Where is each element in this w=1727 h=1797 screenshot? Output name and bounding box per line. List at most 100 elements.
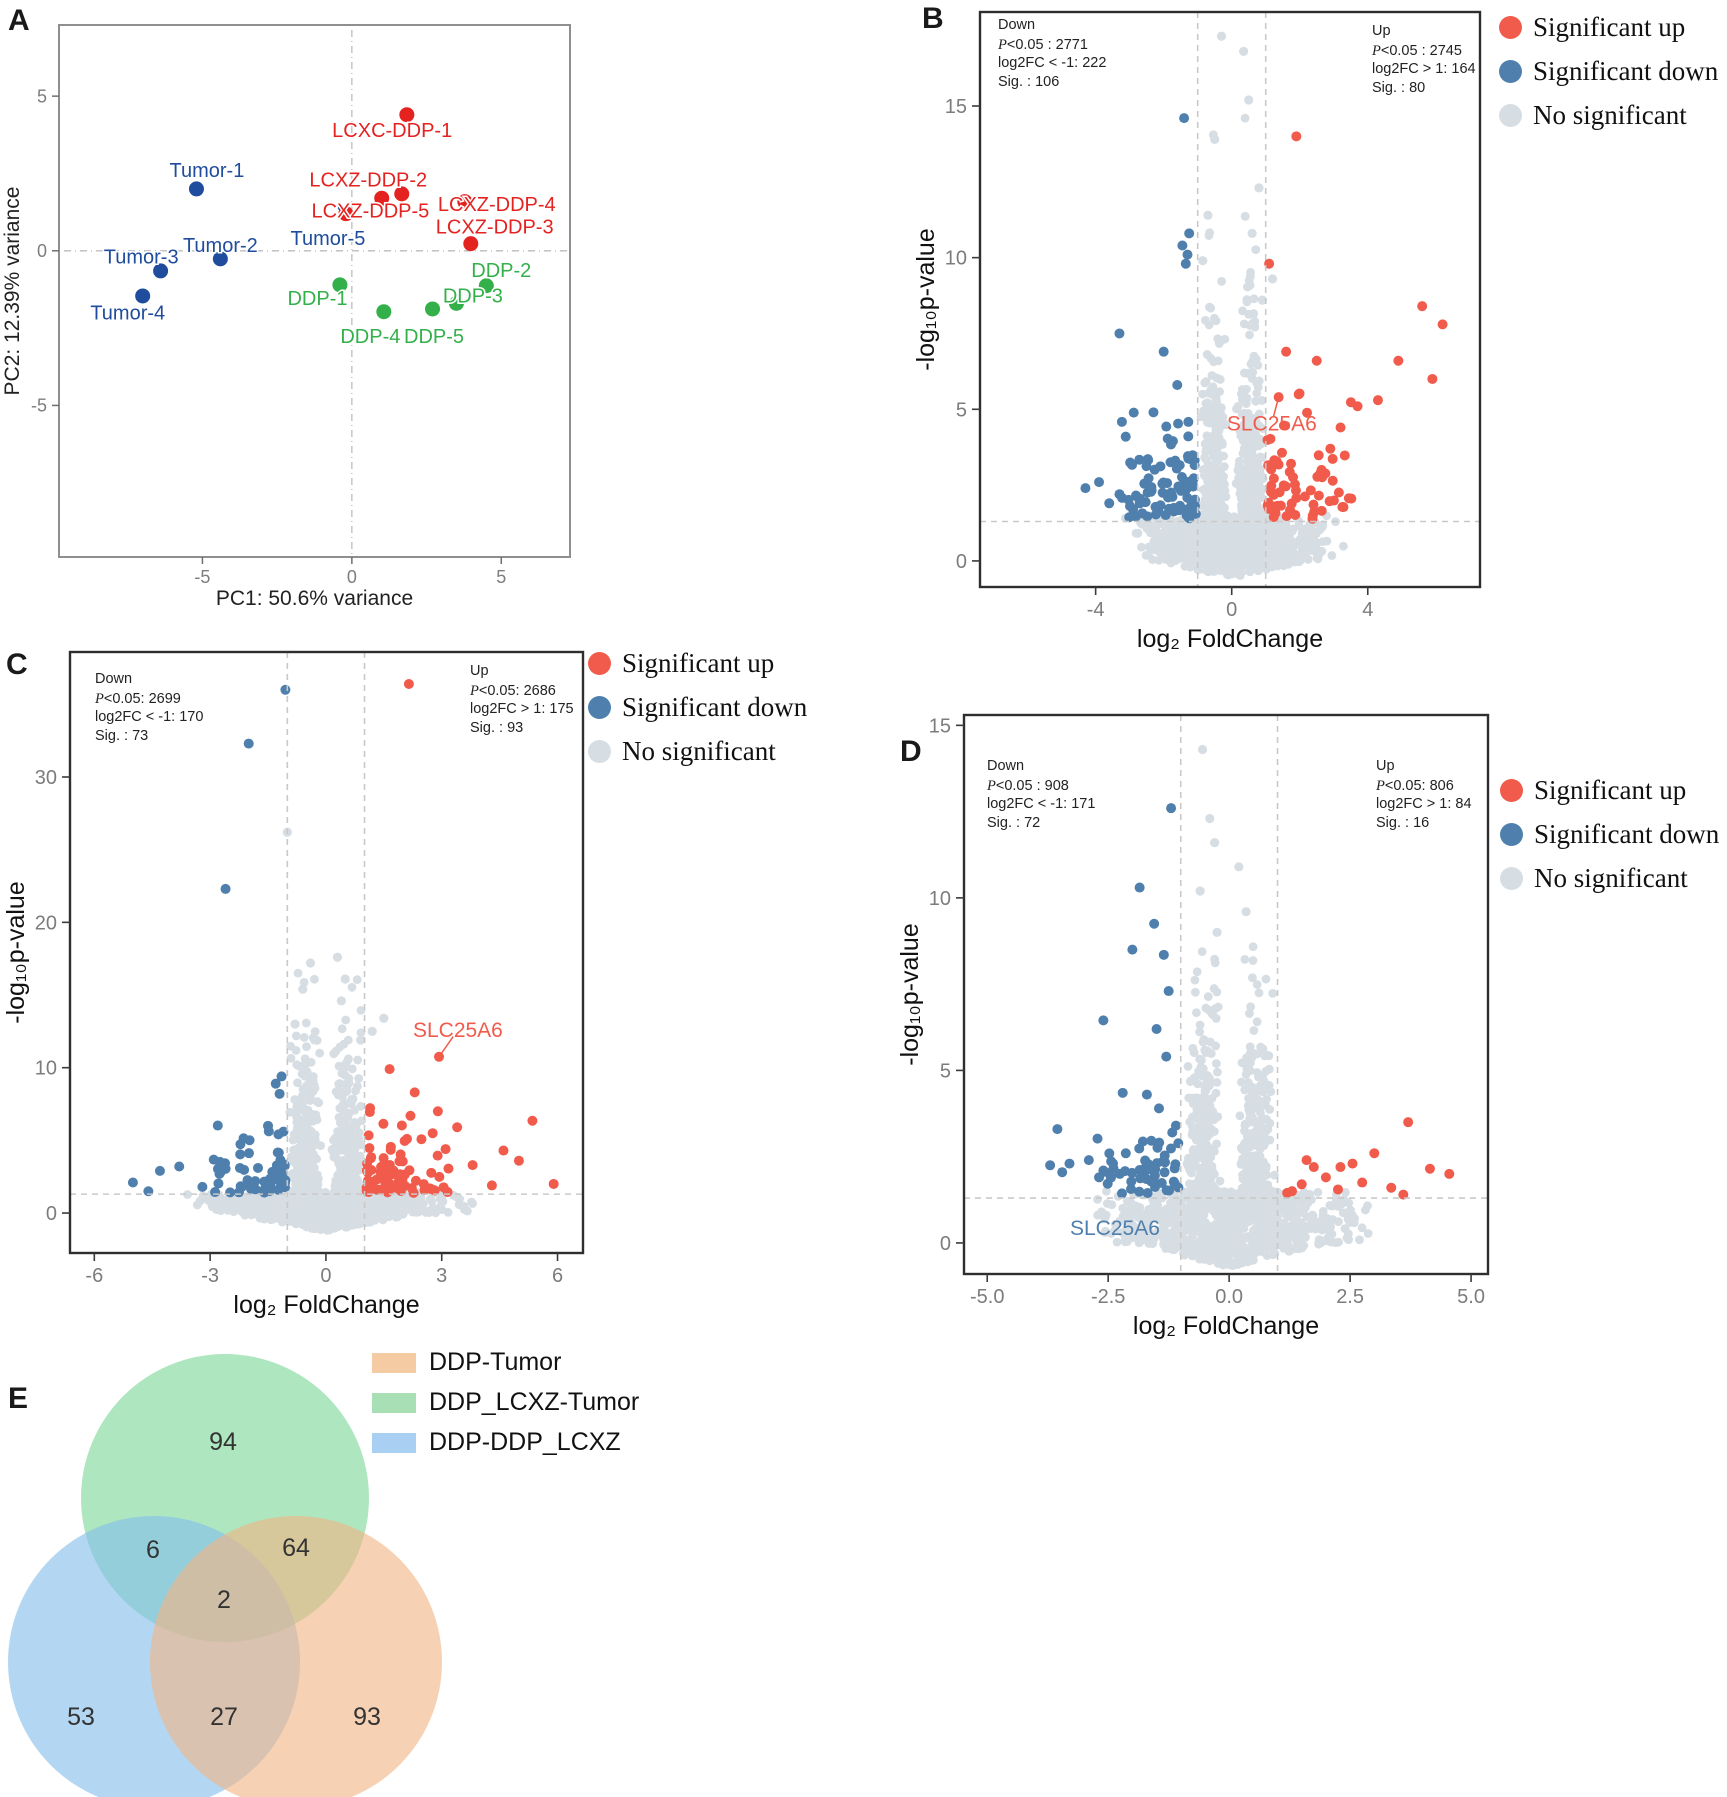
- pca-point-label: LCXZ-DDP-5: [311, 201, 429, 223]
- panel-b: B -4 0 4 0 5 10 15 log₂ FoldChange -log₁₀p-value…: [900, 0, 1727, 690]
- volcano-b-plot: -4 0 4 0 5 10 15 log₂ FoldChange -log₁₀p-value SL…: [912, 10, 1482, 653]
- svg-text:5: 5: [37, 86, 47, 106]
- svg-text:-5: -5: [31, 396, 47, 416]
- down-log2fc: log2FC < -1: 171: [987, 796, 1096, 812]
- svg-text:log₂ FoldChange: log₂ FoldChange: [1137, 625, 1323, 653]
- ddp-tumor-swatch-icon: [372, 1352, 416, 1373]
- significant-down-dot-icon: [1500, 823, 1523, 846]
- significant-down-dot-icon: [1499, 60, 1522, 83]
- svg-text:15: 15: [945, 96, 967, 118]
- panel-c: C -6 -3 0 3 6 0 10 20 30 log₂ FoldChange -log₁₀p-v…: [0, 640, 845, 1340]
- pca-point-label: LCXC-DDP-1: [332, 120, 452, 142]
- svg-text:4: 4: [1362, 599, 1373, 621]
- panel-d-label: D: [900, 735, 922, 768]
- svg-text:-6: -6: [85, 1265, 103, 1287]
- panel-a: A -5 0 5 -5 0 5 PC1: 50.6% variance PC2: 12.39%…: [0, 0, 660, 635]
- volcano-c-down-stats: Down P<0.05: 2699 log2FC < -1: 170 Sig. …: [95, 670, 203, 745]
- down-log2fc: log2FC < -1: 170: [95, 709, 204, 725]
- significant-up-dot-icon: [588, 652, 611, 675]
- legend-item-significant-up: Significant up: [588, 648, 807, 679]
- down-sig: Sig. : 73: [95, 727, 149, 744]
- venn-count: 2: [217, 1586, 231, 1614]
- gene-label-slc25a6: SLC25A6: [1070, 1217, 1160, 1240]
- svg-text:log₂ FoldChange: log₂ FoldChange: [1133, 1312, 1319, 1340]
- pca-point-label: DDP-4: [340, 326, 400, 348]
- up-title: Up: [470, 663, 489, 679]
- significant-down-dot-icon: [588, 696, 611, 719]
- down-pvalue: P<0.05: 2699: [95, 690, 181, 707]
- svg-text:10: 10: [929, 888, 951, 910]
- svg-text:0.0: 0.0: [1215, 1286, 1243, 1308]
- venn-count: 27: [210, 1703, 238, 1731]
- volcano-b-up-stats: Up P<0.05 : 2745 log2FC > 1: 164 Sig. : …: [1372, 22, 1476, 97]
- volcano-points: [127, 678, 559, 1235]
- venn-count: 93: [353, 1703, 381, 1731]
- legend-item-ddp-tumor: DDP-Tumor: [372, 1348, 639, 1377]
- significant-up-dot-icon: [1500, 779, 1523, 802]
- pca-point-label: LCXZ-DDP-2: [309, 170, 427, 192]
- panel-e: E 94 6 64 2 53 27 93 DDP-Tumor DDP_LCXZ-Tumor …: [0, 1280, 780, 1797]
- volcano-d-up-stats: Up P<0.05: 806 log2FC > 1: 84 Sig. : 16: [1376, 757, 1472, 832]
- svg-text:5: 5: [496, 567, 506, 587]
- svg-text:10: 10: [945, 248, 967, 270]
- down-pvalue: P<0.05 : 2771: [998, 36, 1088, 53]
- up-title: Up: [1376, 758, 1395, 774]
- gene-label-slc25a6: SLC25A6: [1227, 412, 1317, 435]
- pca-group-ddp: DDP-1 DDP-2 DDP-3 DDP-4 DDP-5: [286, 258, 533, 349]
- panel-e-label: E: [8, 1382, 29, 1415]
- ddp-ddp-lcxz-swatch-icon: [372, 1432, 416, 1453]
- pca-chart: -5 0 5 -5 0 5 PC1: 50.6% variance PC2: 12.39% v…: [1, 24, 571, 610]
- panel-b-label: B: [922, 2, 944, 35]
- significant-up-dot-icon: [1499, 16, 1522, 39]
- pca-plot: -5 0 5 -5 0 5 PC1: 50.6% variance PC2: 12.39% v…: [1, 24, 571, 610]
- volcano-c-legend: Significant up Significant down No signi…: [588, 648, 807, 780]
- venn-count: 64: [282, 1534, 310, 1562]
- up-sig: Sig. : 16: [1376, 814, 1430, 831]
- legend-item-significant-up: Significant up: [1500, 775, 1719, 806]
- svg-text:0: 0: [46, 1203, 57, 1225]
- pca-point-label: Tumor-5: [291, 228, 366, 250]
- svg-text:-log₁₀p-value: -log₁₀p-value: [2, 881, 30, 1024]
- svg-text:-log₁₀p-value: -log₁₀p-value: [912, 228, 940, 371]
- svg-text:0: 0: [347, 567, 357, 587]
- down-sig: Sig. : 106: [998, 73, 1060, 90]
- volcano-d-down-stats: Down P<0.05 : 908 log2FC < -1: 171 Sig. …: [987, 757, 1095, 832]
- svg-text:6: 6: [552, 1265, 563, 1287]
- up-pvalue: P<0.05: 2686: [470, 682, 556, 699]
- up-pvalue: P<0.05 : 2745: [1372, 42, 1462, 59]
- venn-count: 94: [209, 1428, 237, 1456]
- legend-item-ddp-ddp-lcxz: DDP-DDP_LCXZ: [372, 1428, 639, 1457]
- pca-point-label: DDP-5: [404, 326, 464, 348]
- gene-label-slc25a6: SLC25A6: [413, 1019, 503, 1042]
- legend-item-no-significant: No significant: [1499, 100, 1718, 131]
- svg-text:PC1: 50.6% variance: PC1: 50.6% variance: [216, 587, 413, 610]
- volcano-points: [1080, 31, 1448, 580]
- up-log2fc: log2FC > 1: 175: [470, 701, 574, 717]
- svg-text:0: 0: [940, 1233, 951, 1255]
- panel-d: D -5.0 -2.5 0.0 2.5 5.0 0 5 10 15 log₂ FoldChange…: [890, 695, 1727, 1395]
- up-sig: Sig. : 80: [1372, 79, 1426, 96]
- svg-text:5: 5: [940, 1060, 951, 1082]
- legend-item-no-significant: No significant: [1500, 863, 1719, 894]
- svg-text:10: 10: [35, 1058, 57, 1080]
- svg-text:-4: -4: [1087, 599, 1105, 621]
- no-significant-dot-icon: [1500, 867, 1523, 890]
- volcano-b-legend: Significant up Significant down No signi…: [1499, 12, 1718, 144]
- svg-text:5: 5: [956, 399, 967, 421]
- panel-a-label: A: [8, 4, 30, 37]
- down-title: Down: [987, 758, 1025, 774]
- up-sig: Sig. : 93: [470, 719, 524, 736]
- down-pvalue: P<0.05 : 908: [987, 777, 1069, 794]
- svg-text:15: 15: [929, 715, 951, 737]
- legend-item-significant-up: Significant up: [1499, 12, 1718, 43]
- volcano-chart: -4 0 4 0 5 10 15 log₂ FoldChange -log₁₀p-value SL…: [912, 10, 1482, 653]
- svg-text:PC2: 12.39% variance: PC2: 12.39% variance: [1, 187, 24, 396]
- no-significant-dot-icon: [1499, 104, 1522, 127]
- up-pvalue: P<0.05: 806: [1376, 777, 1454, 794]
- down-log2fc: log2FC < -1: 222: [998, 55, 1107, 71]
- legend-item-ddp-lcxz-tumor: DDP_LCXZ-Tumor: [372, 1388, 639, 1417]
- venn-chart: 94 6 64 2 53 27 93: [8, 1354, 442, 1797]
- pca-point-label: DDP-3: [443, 286, 503, 308]
